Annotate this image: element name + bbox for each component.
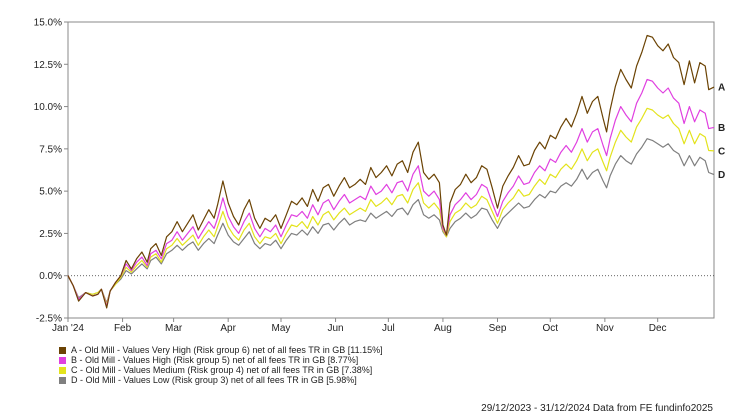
x-tick-label: Feb (114, 323, 132, 334)
legend-swatch-d (59, 376, 66, 384)
x-tick-label: Sep (489, 323, 507, 334)
x-tick-label: Dec (649, 323, 667, 334)
y-tick-label: 15.0% (34, 18, 62, 29)
legend-item-c: C - Old Mill - Values Medium (Risk group… (59, 365, 383, 375)
y-tick-label: 5.0% (39, 187, 62, 198)
series-end-label-c: C (718, 146, 725, 157)
y-tick-label: 12.5% (34, 60, 62, 71)
y-tick-label: 7.5% (39, 144, 62, 155)
legend-swatch-b (59, 356, 66, 364)
y-axis: -2.5% 0.0% 2.5% 5.0% 7.5% 10.0% 12.5% 15.0% (34, 18, 68, 325)
x-tick-label: Aug (434, 323, 452, 334)
series-line-c (67, 107, 715, 306)
legend: A - Old Mill - Values Very High (Risk gr… (59, 345, 383, 385)
series-line-d (67, 138, 715, 304)
x-axis: Jan '24 Feb Mar Apr May Jun Jul Aug Sep Oct Nov Dec (52, 318, 667, 334)
legend-label-d: D - Old Mill - Values Low (Risk group 3)… (71, 375, 357, 385)
y-tick-label: 0.0% (39, 271, 62, 282)
legend-item-d: D - Old Mill - Values Low (Risk group 3)… (59, 375, 383, 385)
series-end-label-b: B (718, 123, 725, 134)
series-line-a (67, 34, 715, 309)
performance-chart: -2.5% 0.0% 2.5% 5.0% 7.5% 10.0% 12.5% 15.0% Jan… (34, 18, 726, 335)
y-tick-label: -2.5% (36, 314, 62, 325)
source-footer: 29/12/2023 - 31/12/2024 Data from FE fun… (481, 403, 713, 414)
legend-swatch-c (59, 366, 66, 374)
series-end-label-d: D (718, 170, 725, 181)
legend-label-b: B - Old Mill - Values High (Risk group 5… (71, 355, 359, 365)
series-line-b (67, 78, 715, 307)
legend-item-a: A - Old Mill - Values Very High (Risk gr… (59, 345, 383, 355)
y-tick-label: 10.0% (34, 102, 62, 113)
series-end-label-a: A (718, 83, 725, 94)
legend-label-a: A - Old Mill - Values Very High (Risk gr… (71, 345, 383, 355)
series-lines (67, 34, 715, 309)
legend-swatch-a (59, 346, 66, 354)
x-tick-label: Jul (382, 323, 395, 334)
plot-area (67, 21, 715, 319)
legend-item-b: B - Old Mill - Values High (Risk group 5… (59, 355, 383, 365)
x-tick-label: Jan '24 (52, 323, 84, 334)
x-tick-label: Apr (220, 323, 236, 334)
x-tick-label: Jun (327, 323, 343, 334)
x-tick-label: May (272, 323, 291, 334)
x-tick-label: Oct (543, 323, 559, 334)
y-tick-label: 2.5% (39, 229, 62, 240)
legend-label-c: C - Old Mill - Values Medium (Risk group… (71, 365, 373, 375)
x-tick-label: Mar (165, 323, 183, 334)
series-end-labels: A B C D (718, 83, 725, 181)
x-tick-label: Nov (596, 323, 614, 334)
